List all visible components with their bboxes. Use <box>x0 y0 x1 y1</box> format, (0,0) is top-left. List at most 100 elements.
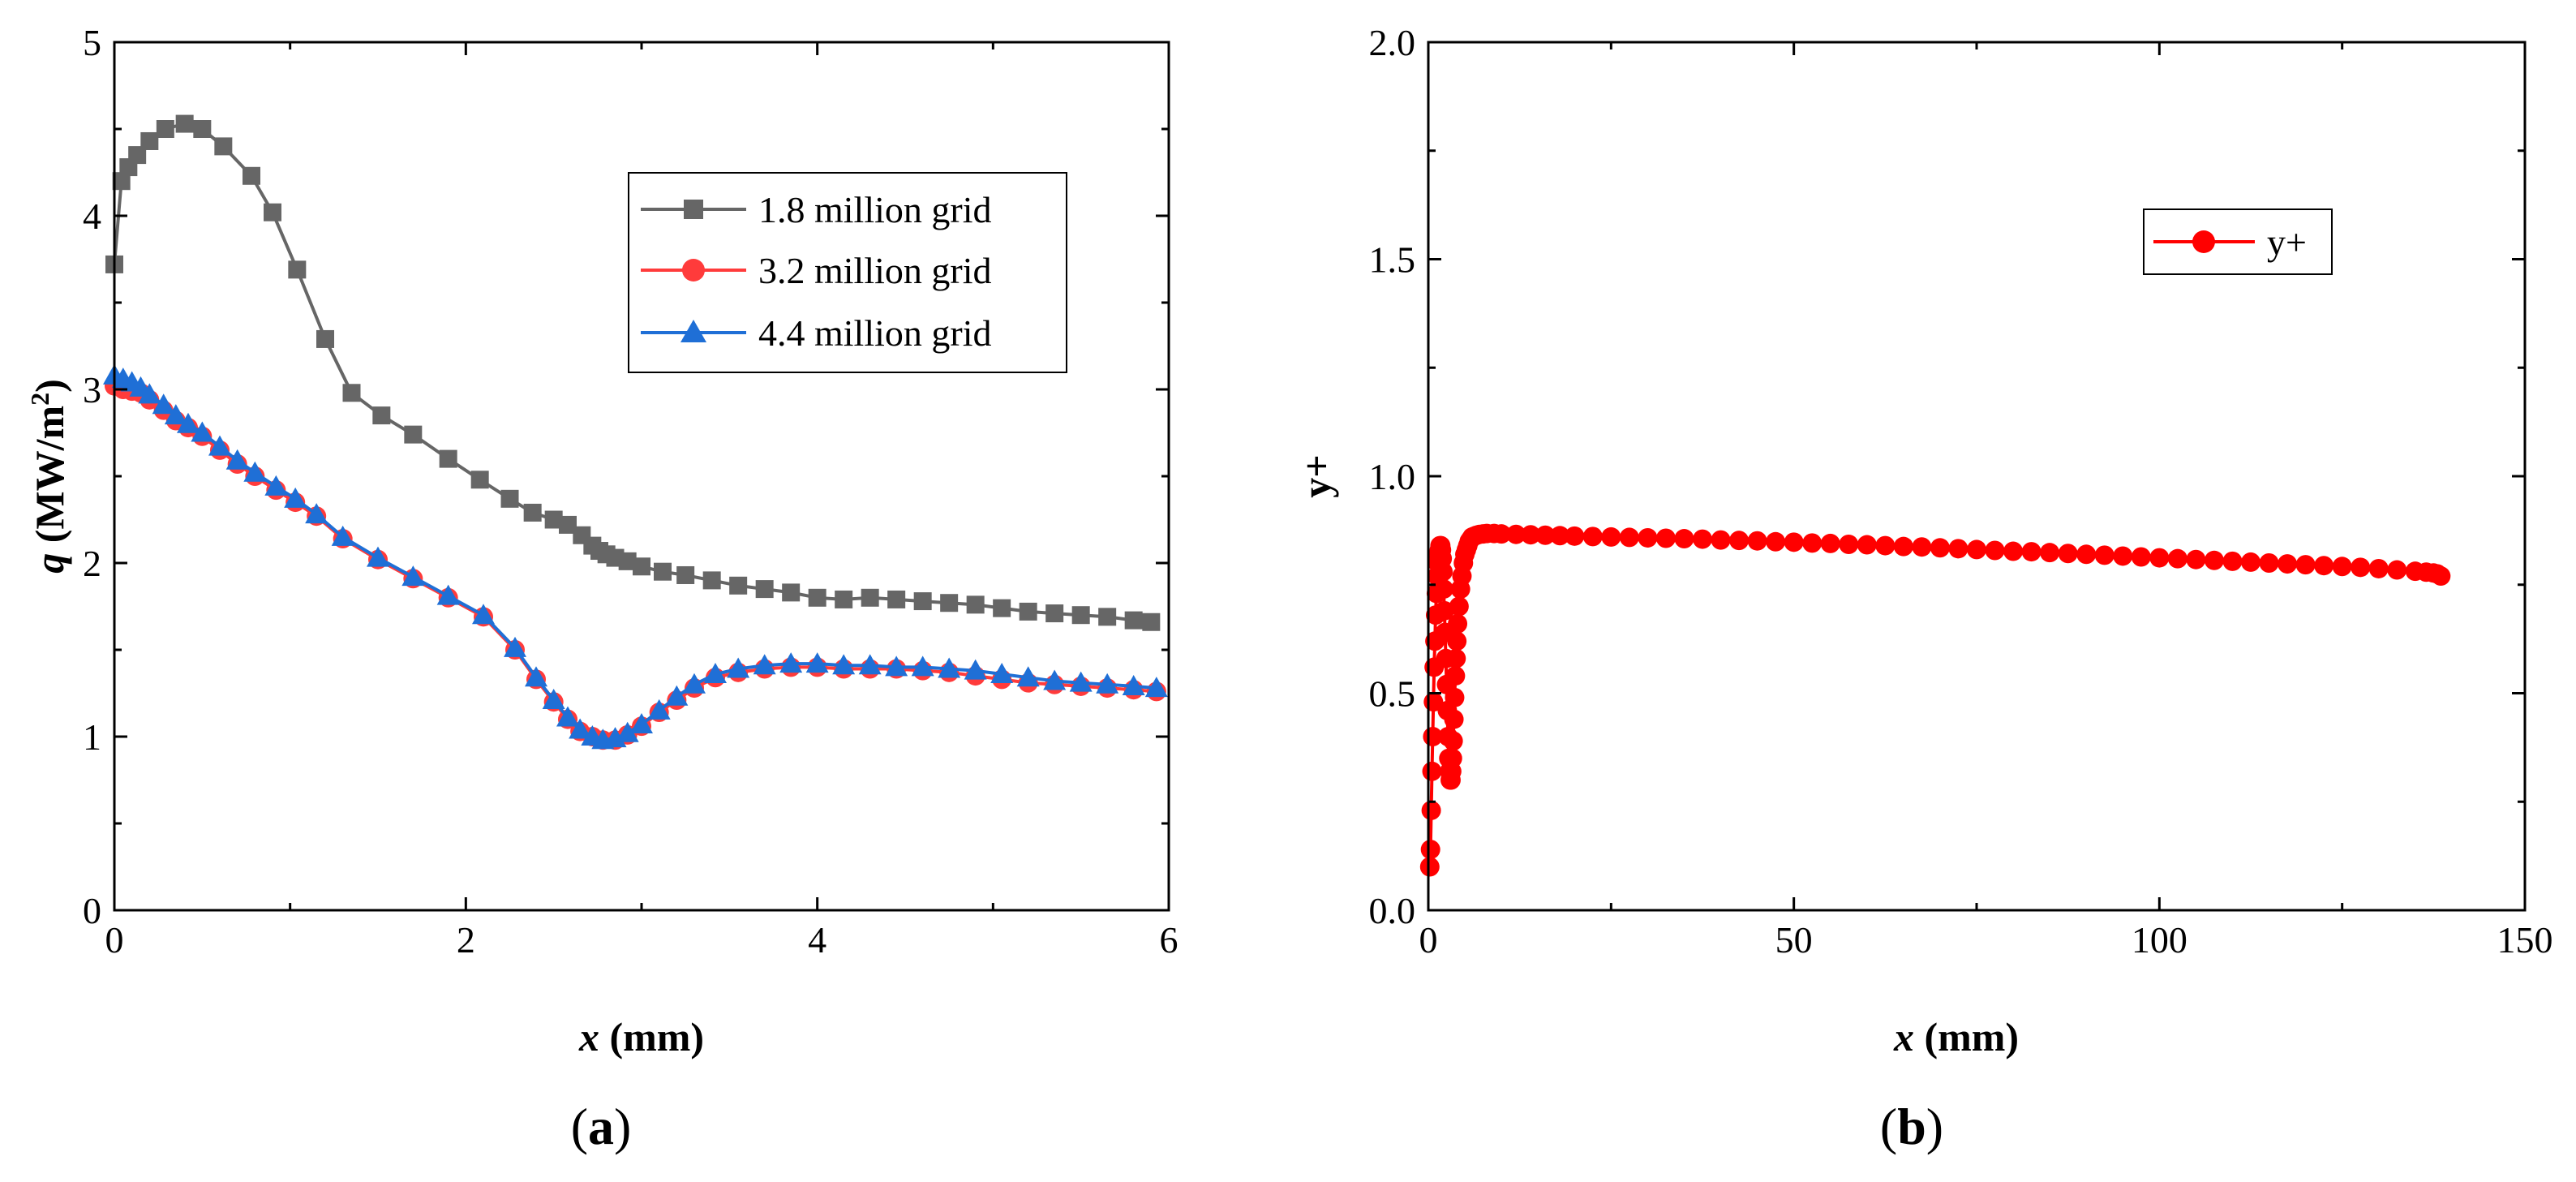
panel-a-x-tick-label: 4 <box>808 919 826 961</box>
panel-a-data-point <box>1043 669 1067 690</box>
panel-b-data-point <box>1839 534 1859 554</box>
panel-b-series-0 <box>1419 523 2451 877</box>
panel-a-data-point <box>913 592 932 611</box>
panel-b-data-point <box>2021 542 2041 562</box>
panel-a-data-point <box>208 435 231 456</box>
panel-a-data-point <box>940 594 959 612</box>
panel-a-data-point <box>542 689 565 710</box>
panel-a-data-point <box>264 203 281 221</box>
legend-marker-circle <box>2192 230 2215 253</box>
panel-b-data-point <box>1445 687 1465 707</box>
panel-a-data-point <box>191 421 214 442</box>
panel-a-data-point <box>704 662 727 683</box>
panel-a-data-point <box>1096 673 1119 694</box>
panel-a-ticks: 0 2 4 6 0 1 2 3 4 5 <box>83 22 1179 961</box>
panel-b-label: (b) <box>1880 1098 1943 1155</box>
panel-a-data-point <box>140 131 159 150</box>
panel-a-data-point <box>372 406 391 425</box>
panel-a-y-tick-label: 0 <box>83 890 101 931</box>
panel-a-data-point <box>156 120 174 138</box>
panel-b-y-tick-label: 2.0 <box>1369 22 1416 63</box>
panel-b-data-point <box>1448 613 1468 634</box>
panel-a-data-point <box>1124 611 1143 630</box>
panel-a-x-axis-title: x (mm) <box>578 1014 704 1060</box>
panel-a-data-point <box>284 487 307 508</box>
panel-a-data-point <box>911 655 934 677</box>
panel-a-y-axis-title: q (MW/m2) <box>25 379 72 574</box>
panel-b-data-point <box>1535 525 1556 545</box>
panel-b-data-point <box>1820 533 1840 553</box>
panel-a-data-point <box>966 595 985 614</box>
panel-a-data-point <box>755 580 774 599</box>
panel-b-data-point <box>2040 543 2060 563</box>
panel-b-data-point <box>1434 600 1454 621</box>
panel-a-data-point <box>683 673 706 694</box>
panel-a-data-point <box>753 654 776 675</box>
panel-a-data-point <box>436 584 460 605</box>
panel-b-data-point <box>1674 529 1694 549</box>
panel-a-data-point <box>993 599 1011 617</box>
panel-a-data-point <box>676 565 695 584</box>
panel-a-data-point <box>439 449 457 468</box>
panel-a-data-point <box>1122 674 1145 695</box>
panel-a-data-point <box>647 698 671 720</box>
panel-a-data-point <box>618 552 637 570</box>
panel-a-data-point <box>559 515 577 534</box>
panel-b-series-layer <box>1419 523 2451 877</box>
panel-a-data-point <box>264 475 288 496</box>
panel-b-data-point <box>1422 761 1442 781</box>
legend-label-4-4-million-grid: 4.4 million grid <box>758 312 992 354</box>
panel-a-data-point <box>288 260 307 279</box>
panel-b-data-point <box>2431 566 2451 587</box>
panel-a-data-point <box>225 449 249 470</box>
panel-b-data-point <box>1930 538 1950 558</box>
panel-b-data-point <box>2241 552 2260 572</box>
panel-a-data-point <box>175 114 194 133</box>
panel-a-data-point <box>1098 608 1117 626</box>
panel-a-data-point <box>964 659 987 680</box>
legend-label-1-8-million-grid: 1.8 million grid <box>758 189 992 230</box>
panel-a-y-tick-label: 1 <box>83 716 101 758</box>
panel-a-data-point <box>603 727 627 748</box>
panel-a-x-tick-label: 0 <box>105 919 124 961</box>
panel-b-data-point <box>1433 561 1453 582</box>
panel-b-data-point <box>2259 553 2279 573</box>
panel-b-data-point <box>1550 526 1570 546</box>
panel-a-data-point <box>342 384 361 402</box>
panel-b-data-point <box>2278 554 2298 574</box>
panel-a-data-point <box>177 412 200 433</box>
panel-b-data-point <box>1421 800 1441 820</box>
panel-a-data-point <box>544 510 563 529</box>
panel-b-data-point <box>1447 631 1467 651</box>
panel-a-data-point <box>887 590 906 608</box>
panel-b-data-point <box>1967 539 1986 560</box>
panel-b-x-tick-label: 0 <box>1419 919 1438 961</box>
panel-a-series-layer <box>103 114 1168 750</box>
panel-b-data-point <box>2295 555 2316 575</box>
panel-b-data-point <box>1857 535 1877 555</box>
panel-b-data-point <box>2186 549 2206 570</box>
panel-a-x-tick-label: 6 <box>1160 919 1179 961</box>
panel-a-data-point <box>164 404 187 425</box>
panel-a-data-point <box>243 461 267 482</box>
panel-b-data-point <box>1492 524 1512 544</box>
panel-a-data-point <box>138 383 161 404</box>
panel-b-data-point <box>1802 533 1823 553</box>
panel-a-data-point <box>472 604 495 625</box>
panel-b-data-point <box>1506 524 1526 544</box>
panel-a-data-point <box>1019 602 1037 621</box>
panel-a-chart: 0 2 4 6 0 1 2 3 4 5 1.8 million grid 3.2 million … <box>25 22 1179 1155</box>
panel-b-y-axis-title: y+ <box>1294 454 1339 498</box>
panel-a-data-point <box>808 588 826 607</box>
panel-b-x-tick-label: 100 <box>2132 919 2187 961</box>
panel-b-data-point <box>2058 544 2078 564</box>
panel-b-data-point <box>2314 556 2334 576</box>
panel-a-data-point <box>1142 612 1161 631</box>
panel-b-data-point <box>2368 558 2389 578</box>
panel-a-data-point <box>331 525 354 546</box>
panel-b-data-point <box>2167 548 2187 569</box>
panel-b-data-point <box>1747 531 1767 551</box>
panel-a-data-point <box>525 666 547 687</box>
panel-a-data-point <box>633 557 650 576</box>
